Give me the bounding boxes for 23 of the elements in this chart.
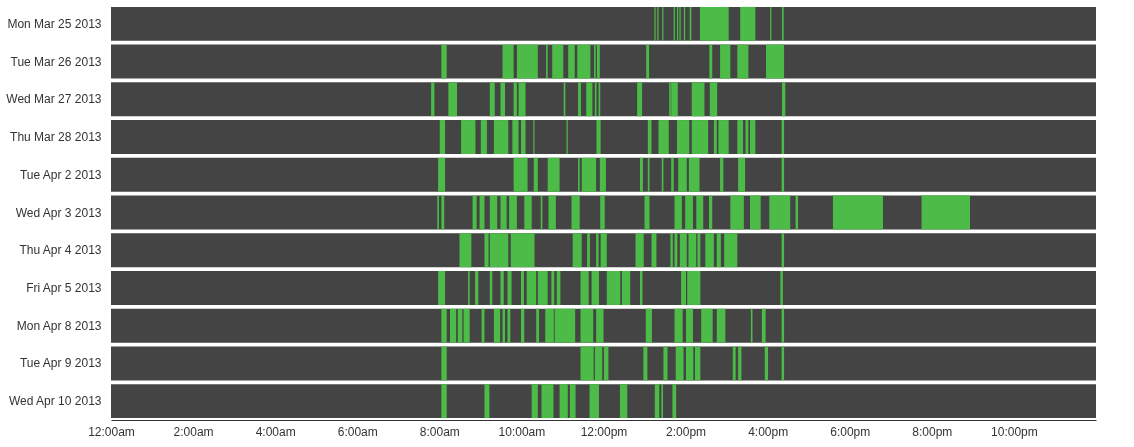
y-tick-label: Thu Mar 28 2013 (10, 130, 102, 145)
y-tick-label: Tue Apr 9 2013 (19, 356, 102, 371)
x-tick-label: 12:00pm (580, 424, 628, 439)
y-tick-label: Wed Apr 10 2013 (8, 394, 102, 409)
y-tick-label: Mon Mar 25 2013 (7, 16, 102, 31)
x-tick-label: 2:00pm (666, 424, 707, 439)
y-tick-label: Wed Apr 3 2013 (15, 205, 102, 220)
x-tick-label: 2:00am (173, 424, 214, 439)
x-tick-label: 6:00pm (830, 424, 871, 439)
x-tick-label: 4:00am (255, 424, 296, 439)
x-tick-label: 10:00am (498, 424, 546, 439)
y-tick-label: Tue Apr 2 2013 (19, 167, 102, 182)
x-tick-label: 6:00am (337, 424, 378, 439)
x-tick-label: 10:00pm (991, 424, 1038, 439)
y-tick-label: Tue Mar 26 2013 (10, 54, 102, 69)
y-tick-label: Mon Apr 8 2013 (16, 318, 102, 333)
x-tick-label: 8:00am (419, 424, 460, 439)
x-tick-label: 4:00pm (748, 424, 789, 439)
x-tick-label: 8:00pm (912, 424, 953, 439)
x-tick-label: 12:00am (88, 424, 135, 439)
y-tick-label: Fri Apr 5 2013 (26, 280, 102, 295)
y-tick-label: Wed Mar 27 2013 (6, 92, 102, 107)
y-tick-label: Thu Apr 4 2013 (19, 243, 102, 258)
